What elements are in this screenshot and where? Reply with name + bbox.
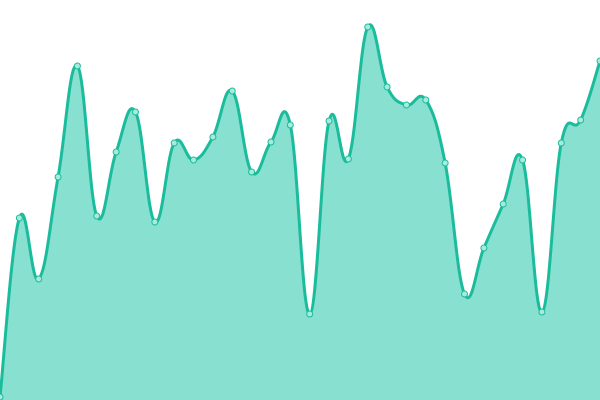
data-point	[54, 173, 62, 181]
data-point	[248, 168, 256, 176]
data-point	[73, 62, 81, 70]
data-points	[0, 23, 600, 400]
data-point	[35, 275, 43, 283]
data-point	[383, 83, 391, 91]
area-fill	[0, 24, 600, 400]
data-point	[596, 57, 600, 65]
data-point	[557, 139, 565, 147]
data-point	[170, 139, 178, 147]
data-point	[402, 101, 410, 109]
data-point	[306, 310, 314, 318]
data-point	[228, 87, 236, 95]
data-point	[151, 218, 159, 226]
data-point	[0, 393, 4, 400]
data-point	[364, 23, 372, 31]
data-point	[344, 155, 352, 163]
data-point	[286, 121, 294, 129]
data-point	[190, 156, 198, 164]
data-point	[519, 156, 527, 164]
data-point	[93, 212, 101, 220]
data-point	[499, 200, 507, 208]
data-point	[441, 159, 449, 167]
data-point	[325, 117, 333, 125]
data-point	[538, 308, 546, 316]
data-point	[267, 138, 275, 146]
data-point	[480, 244, 488, 252]
data-point	[577, 116, 585, 124]
data-point	[422, 96, 430, 104]
data-point	[461, 290, 469, 298]
data-point	[131, 108, 139, 116]
data-point	[209, 133, 217, 141]
data-point	[15, 214, 23, 222]
data-point	[112, 148, 120, 156]
